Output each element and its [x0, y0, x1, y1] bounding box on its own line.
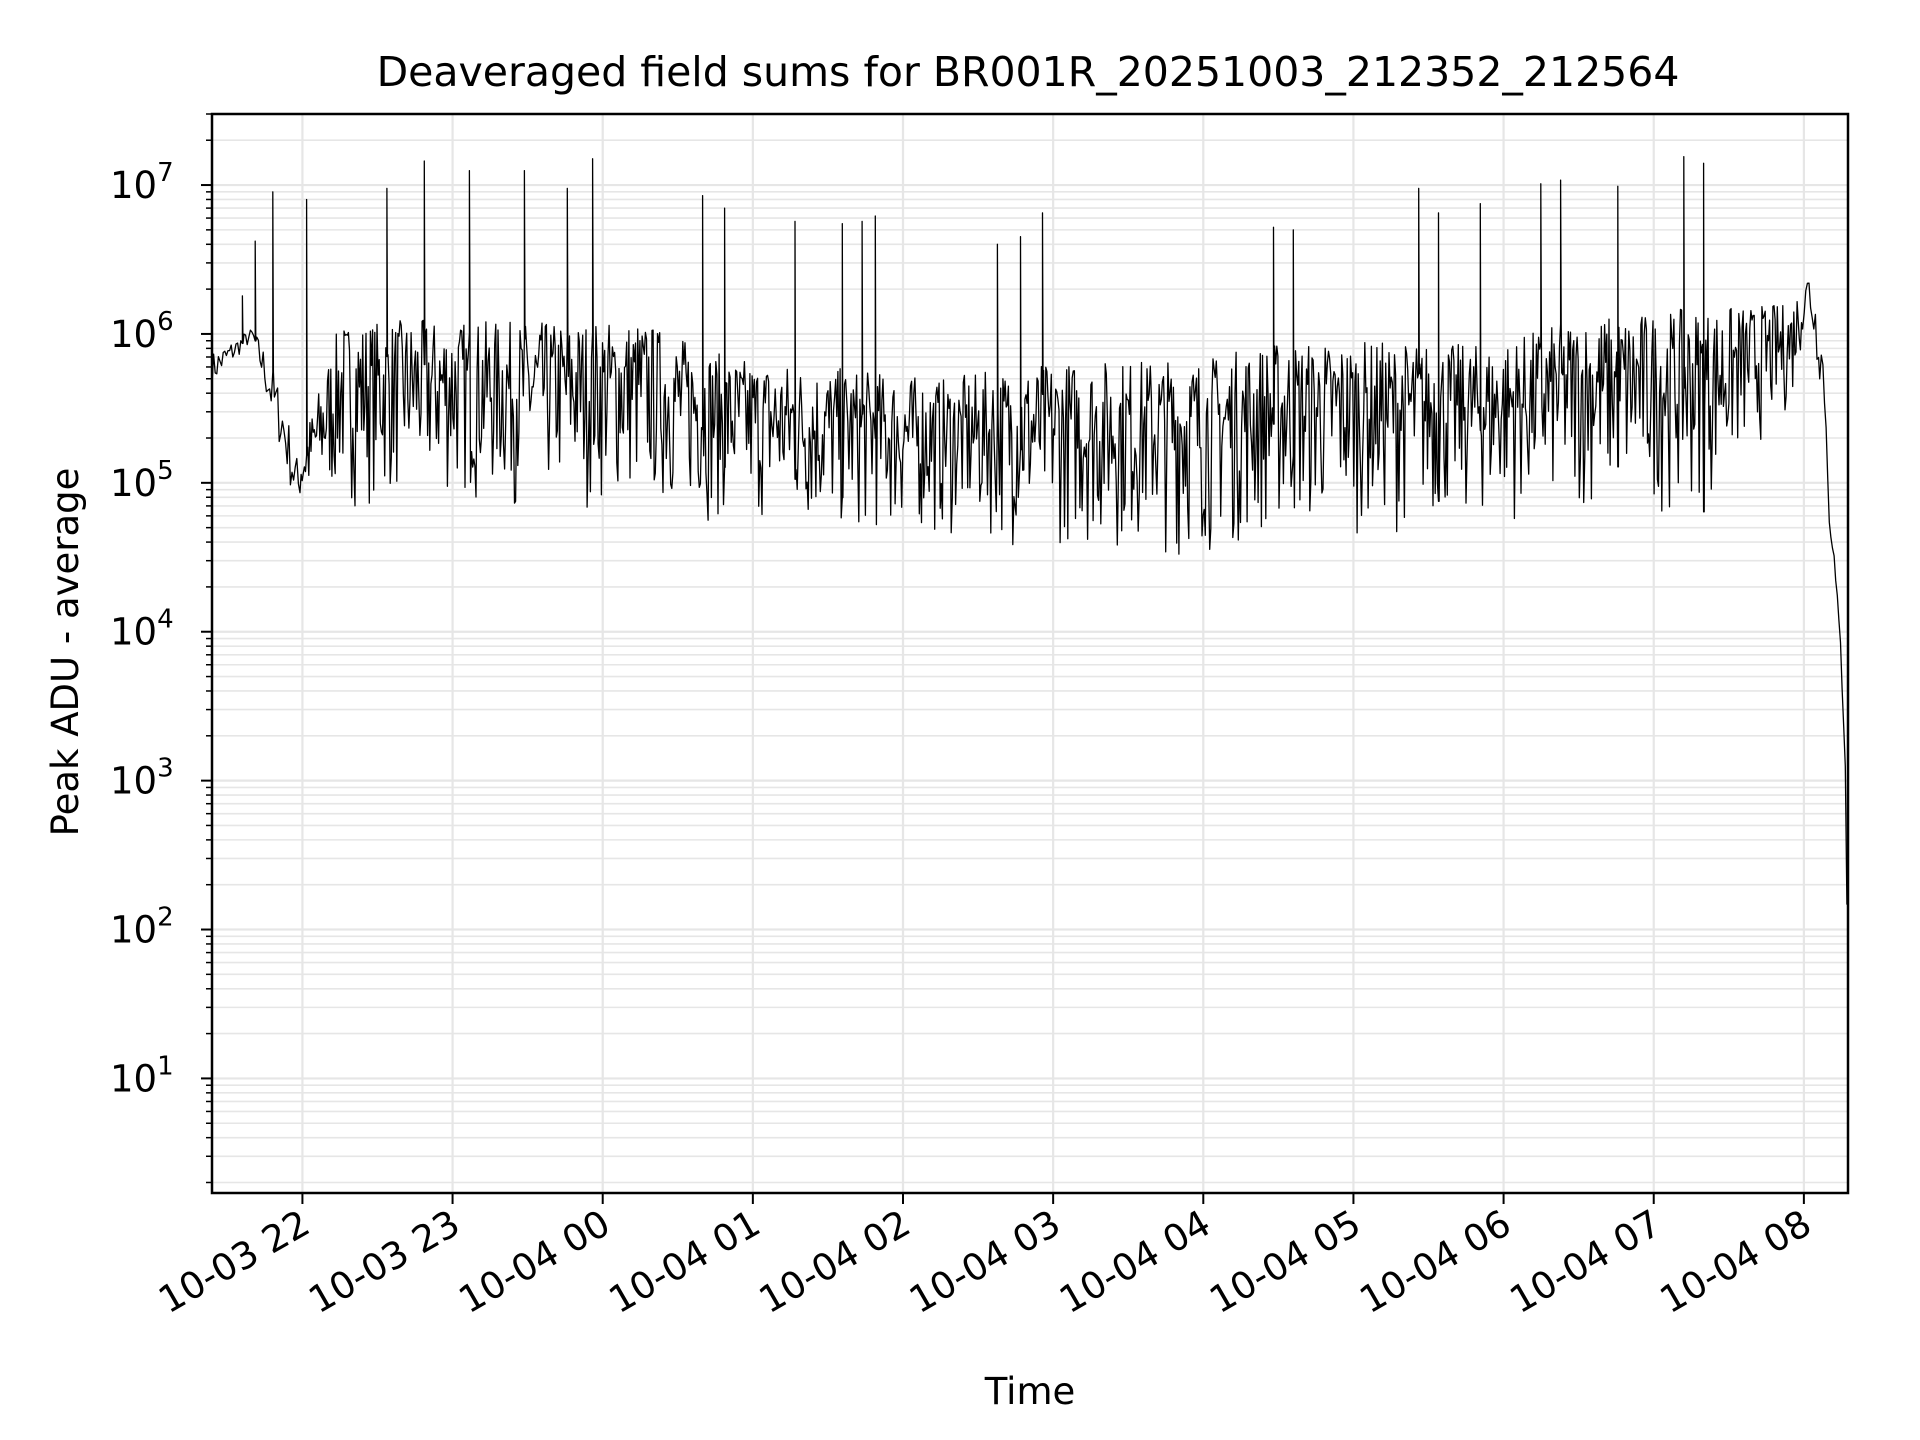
x-tick-label: 10-04 07	[1503, 1202, 1669, 1322]
series-path	[211, 156, 1848, 905]
y-tick-label: 105	[110, 456, 174, 505]
x-tick-label: 10-04 06	[1353, 1202, 1519, 1322]
x-tick-label: 10-03 22	[151, 1202, 317, 1322]
x-tick-label: 10-04 04	[1052, 1202, 1218, 1322]
grid	[212, 113, 1848, 1193]
x-tick-label: 10-04 00	[452, 1202, 618, 1322]
y-tick-label: 107	[110, 158, 174, 207]
x-tick-label: 10-04 05	[1202, 1202, 1368, 1322]
x-tick-label: 10-04 03	[902, 1202, 1068, 1322]
x-tick-label: 10-04 08	[1653, 1202, 1819, 1322]
y-tick-label: 106	[110, 307, 174, 356]
x-axis-label: Time	[984, 1370, 1076, 1413]
y-tick-label: 103	[110, 754, 174, 803]
y-tick-label: 102	[110, 903, 174, 952]
plot-frame	[210, 112, 1850, 1195]
chart-title: Deaveraged field sums for BR001R_2025100…	[377, 48, 1680, 96]
y-axis-label: Peak ADU - average	[44, 468, 87, 837]
x-tick-label: 10-03 23	[301, 1202, 467, 1322]
series-line	[211, 156, 1848, 905]
x-tick-label: 10-04 01	[602, 1202, 768, 1322]
x-tick-label: 10-04 02	[752, 1202, 918, 1322]
y-tick-label: 101	[110, 1051, 174, 1100]
y-tick-label: 104	[110, 605, 174, 654]
